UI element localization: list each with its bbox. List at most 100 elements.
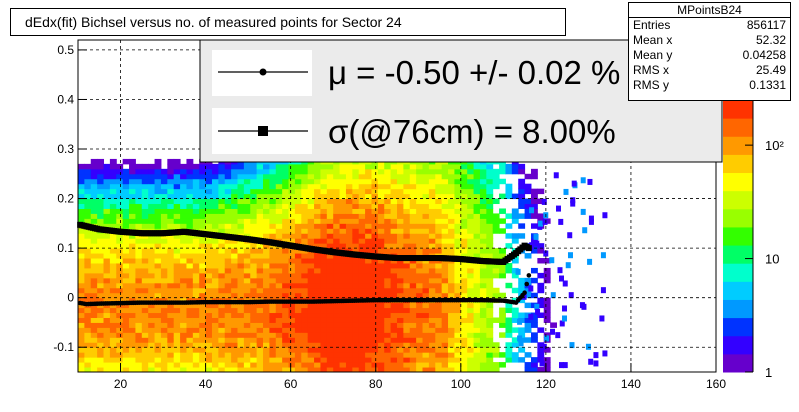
heatmap-cell [237,302,245,309]
heatmap-cell [588,358,594,365]
heatmap-cell [199,267,207,274]
heatmap-cell [275,262,283,269]
heatmap-cell [173,337,181,343]
heatmap-cell [141,317,149,323]
heatmap-cell [307,213,315,219]
heatmap-cell [160,173,168,180]
heatmap-cell [186,342,194,348]
heatmap-cell [422,352,430,358]
heatmap-cell [250,173,258,180]
heatmap-cell [218,183,226,190]
heatmap-cell [256,267,264,274]
heatmap-cell [122,302,130,309]
heatmap-cell [352,312,360,318]
heatmap-cell [160,213,168,219]
heatmap-cell [269,163,277,170]
heatmap-cell [275,277,283,284]
heatmap-cell [250,362,258,368]
heatmap-cell [218,367,226,373]
heatmap-cell [371,367,379,373]
heatmap-cell [339,317,347,323]
heatmap-cell [352,173,360,180]
y-tick-label: 0.2 [57,192,74,206]
heatmap-cell [460,213,468,219]
heatmap-cell [365,208,372,214]
heatmap-cell [103,193,111,200]
heatmap-cell [256,198,264,205]
heatmap-cell [352,243,360,249]
heatmap-cell [205,367,213,373]
heatmap-cell [530,193,538,200]
heatmap-cell [307,367,315,373]
heatmap-cell [250,203,258,209]
heatmap-cell [409,302,417,309]
heatmap-cell [358,292,366,299]
heatmap-cell [339,357,347,363]
heatmap-cell [90,158,98,165]
heatmap-cell [499,178,506,185]
heatmap-cell [384,173,392,180]
heatmap-cell [422,322,430,328]
heatmap-cell [141,337,149,343]
heatmap-cell [148,362,156,368]
heatmap-cell [97,243,105,249]
heatmap-cell [103,357,111,363]
heatmap-cell [78,253,85,259]
heatmap-cell [135,258,143,264]
heatmap-cell [365,188,372,195]
heatmap-cell [148,258,156,264]
heatmap-cell [409,287,417,294]
heatmap-cell [326,347,334,353]
heatmap-cell [282,347,290,353]
heatmap-cell [448,282,455,289]
heatmap-cell [448,173,455,180]
heatmap-cell [384,322,392,328]
heatmap-cell [148,332,156,338]
heatmap-cell [122,173,130,180]
heatmap-cell [282,267,290,274]
heatmap-cell [282,213,290,219]
heatmap-cell [218,213,226,219]
heatmap-cell [294,292,302,299]
heatmap-cell [581,303,587,310]
stats-label: Entries [633,18,671,32]
heatmap-cell [541,198,547,205]
heatmap-cell [580,208,586,215]
heatmap-cell [186,267,194,274]
heatmap-cell [135,312,143,318]
heatmap-cell [339,258,347,264]
stats-value: 25.49 [755,63,786,77]
heatmap-cell [180,362,187,368]
heatmap-cell [180,253,187,259]
heatmap-cell [537,243,545,249]
heatmap-cell [570,197,576,204]
heatmap-cell [454,267,462,274]
heatmap-cell [543,307,551,314]
heatmap-cell [129,158,136,165]
heatmap-cell [397,208,404,214]
heatmap-cell [154,282,162,289]
heatmap-cell [135,213,143,219]
heatmap-cell [467,317,475,323]
heatmap-cell [358,248,366,254]
heatmap-cell [441,203,449,209]
heatmap-cell [275,258,283,264]
heatmap-cell [473,253,481,259]
heatmap-cell [409,367,417,373]
heatmap-cell [486,193,494,200]
heatmap-cell [314,183,321,190]
heatmap-cell [78,183,85,190]
heatmap-cell [211,183,219,190]
heatmap-cell [173,262,181,269]
heatmap-cell [167,307,175,314]
heatmap-cell [454,357,462,363]
heatmap-cell [409,262,417,269]
heatmap-cell [473,183,481,190]
heatmap-cell [269,327,277,333]
heatmap-cell [78,213,85,219]
heatmap-cell [435,277,443,284]
heatmap-cell [90,218,98,224]
heatmap-cell [333,163,341,170]
heatmap-cell [314,218,321,224]
